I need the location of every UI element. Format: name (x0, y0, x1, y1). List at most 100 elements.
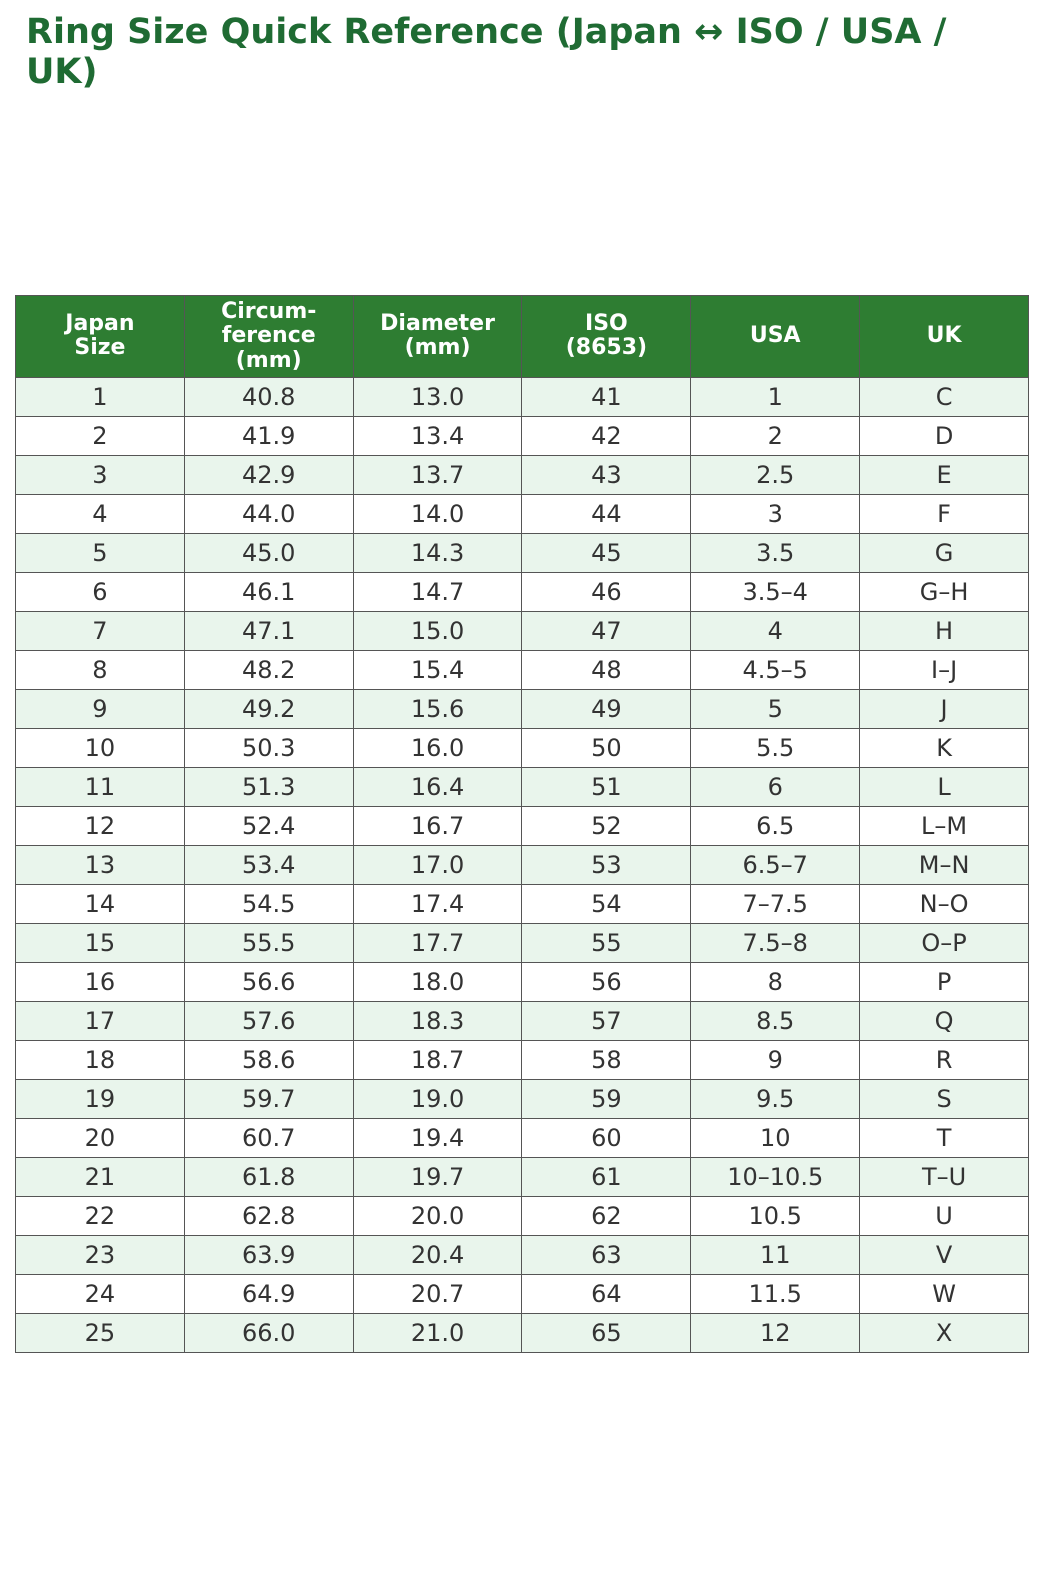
cell: 58.6 (183, 1040, 354, 1081)
cell: 52 (521, 806, 692, 847)
table-row: 12 52.4 16.7 52 6.5 L–M (15, 806, 1029, 847)
table-row: 15 55.5 17.7 55 7.5–8 O–P (15, 923, 1029, 964)
header-cell: Circum- ference (mm) (183, 294, 354, 379)
cell: 42.9 (183, 455, 354, 496)
cell: 13 (15, 845, 185, 886)
cell: L–M (859, 806, 1029, 847)
cell: 21 (15, 1157, 185, 1198)
cell: 25 (15, 1313, 185, 1354)
table-row: 11 51.3 16.4 51 6 L (15, 767, 1029, 808)
header-cell: ISO (8653) (521, 294, 692, 379)
cell: 18 (15, 1040, 185, 1081)
cell: 64 (521, 1274, 692, 1315)
table-row: 4 44.0 14.0 44 3 F (15, 494, 1029, 535)
cell: O–P (859, 923, 1029, 964)
cell: 43 (521, 455, 692, 496)
cell: 17.4 (352, 884, 523, 925)
cell: 53.4 (183, 845, 354, 886)
cell: Q (859, 1001, 1029, 1042)
cell: 62.8 (183, 1196, 354, 1237)
cell: 59.7 (183, 1079, 354, 1120)
cell: 40.8 (183, 377, 354, 418)
cell: 17.0 (352, 845, 523, 886)
cell: 55 (521, 923, 692, 964)
cell: 23 (15, 1235, 185, 1276)
table-row: 14 54.5 17.4 54 7–7.5 N–O (15, 884, 1029, 925)
cell: L (859, 767, 1029, 808)
cell: 57 (521, 1001, 692, 1042)
cell: 19.7 (352, 1157, 523, 1198)
cell: 56.6 (183, 962, 354, 1003)
cell: 14.7 (352, 572, 523, 613)
cell: I–J (859, 650, 1029, 691)
cell: 44 (521, 494, 692, 535)
cell: 59 (521, 1079, 692, 1120)
cell: 11 (15, 767, 185, 808)
cell: 51.3 (183, 767, 354, 808)
cell: 12 (15, 806, 185, 847)
header-cell: Diameter (mm) (352, 294, 523, 379)
cell: 3.5 (690, 533, 861, 574)
cell: 14 (15, 884, 185, 925)
cell: 53 (521, 845, 692, 886)
cell: J (859, 689, 1029, 730)
cell: 20 (15, 1118, 185, 1159)
table-row: 1 40.8 13.0 41 1 C (15, 377, 1029, 418)
cell: 9 (15, 689, 185, 730)
cell: 7–7.5 (690, 884, 861, 925)
cell: 61 (521, 1157, 692, 1198)
cell: 49.2 (183, 689, 354, 730)
cell: T–U (859, 1157, 1029, 1198)
cell: 10–10.5 (690, 1157, 861, 1198)
cell: 55.5 (183, 923, 354, 964)
cell: 58 (521, 1040, 692, 1081)
cell: 46.1 (183, 572, 354, 613)
header-cell: UK (859, 294, 1029, 379)
cell: 6.5 (690, 806, 861, 847)
cell: S (859, 1079, 1029, 1120)
cell: 6 (690, 767, 861, 808)
cell: N–O (859, 884, 1029, 925)
cell: P (859, 962, 1029, 1003)
cell: D (859, 416, 1029, 457)
table-header-row: Japan Size Circum- ference (mm) Diameter (… (15, 294, 1029, 379)
table-row: 16 56.6 18.0 56 8 P (15, 962, 1029, 1003)
table-row: 10 50.3 16.0 50 5.5 K (15, 728, 1029, 769)
table-row: 24 64.9 20.7 64 11.5 W (15, 1274, 1029, 1315)
table-body: 1 40.8 13.0 41 1 C 2 41.9 13.4 42 2 D 3 42.9 13.7 43 2.5… (15, 377, 1029, 1354)
table-row: 22 62.8 20.0 62 10.5 U (15, 1196, 1029, 1237)
cell: 45 (521, 533, 692, 574)
cell: 48 (521, 650, 692, 691)
cell: 50.3 (183, 728, 354, 769)
cell: 7.5–8 (690, 923, 861, 964)
cell: 17 (15, 1001, 185, 1042)
table-row: 19 59.7 19.0 59 9.5 S (15, 1079, 1029, 1120)
cell: U (859, 1196, 1029, 1237)
cell: 16.4 (352, 767, 523, 808)
cell: 5 (690, 689, 861, 730)
cell: 8 (15, 650, 185, 691)
cell: 13.4 (352, 416, 523, 457)
cell: 48.2 (183, 650, 354, 691)
cell: M–N (859, 845, 1029, 886)
cell: 60.7 (183, 1118, 354, 1159)
cell: 9.5 (690, 1079, 861, 1120)
cell: 44.0 (183, 494, 354, 535)
cell: 13.7 (352, 455, 523, 496)
table-row: 20 60.7 19.4 60 10 T (15, 1118, 1029, 1159)
cell: 22 (15, 1196, 185, 1237)
cell: 64.9 (183, 1274, 354, 1315)
cell: 20.7 (352, 1274, 523, 1315)
header-cell: USA (690, 294, 861, 379)
cell: 42 (521, 416, 692, 457)
cell: 54.5 (183, 884, 354, 925)
cell: 6.5–7 (690, 845, 861, 886)
cell: 2 (15, 416, 185, 457)
cell: 41.9 (183, 416, 354, 457)
cell: 2.5 (690, 455, 861, 496)
table-header: Japan Size Circum- ference (mm) Diameter (… (15, 294, 1029, 379)
cell: 3 (690, 494, 861, 535)
cell: 49 (521, 689, 692, 730)
cell: 20.4 (352, 1235, 523, 1276)
cell: 56 (521, 962, 692, 1003)
